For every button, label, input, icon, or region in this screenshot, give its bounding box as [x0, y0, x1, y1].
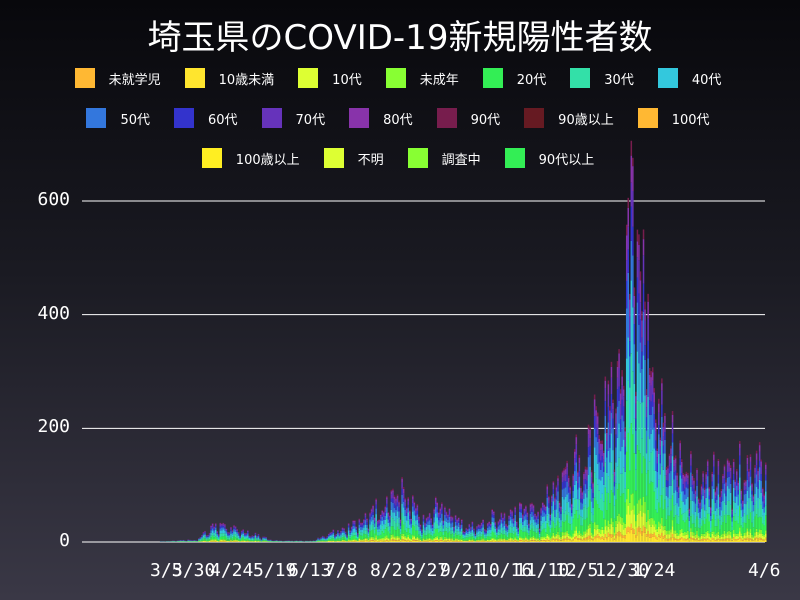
- legend-swatch-icon: [201, 148, 222, 168]
- legend-swatch-icon: [385, 68, 406, 88]
- y-tick-label: 400: [37, 302, 70, 324]
- x-tick-label: 9/21: [440, 560, 484, 581]
- legend-row: 未就学児 10歳未満 10代 未成年 20代 30代 40代: [0, 68, 800, 88]
- legend-swatch-icon: [436, 108, 457, 128]
- x-tick-label: 6/13: [288, 560, 332, 581]
- legend-swatch-icon: [349, 108, 370, 128]
- legend-label: 100代: [671, 112, 710, 128]
- legend-label: 50代: [120, 112, 150, 128]
- legend-item[interactable]: 90代: [436, 108, 501, 128]
- x-tick-label: 7/8: [325, 560, 358, 581]
- legend-swatch-icon: [524, 108, 545, 128]
- legend-item[interactable]: 30代: [570, 68, 634, 88]
- legend-label: 60代: [207, 112, 238, 128]
- legend-swatch-icon: [323, 148, 344, 168]
- legend-label: 100歳以上: [235, 152, 300, 168]
- legend-item[interactable]: 40代: [657, 68, 722, 88]
- legend-label: 10代: [332, 72, 362, 88]
- legend-swatch-icon: [74, 68, 95, 88]
- x-tick-label: 4/6: [748, 560, 781, 581]
- legend-item[interactable]: 10歳未満: [184, 68, 275, 88]
- legend-row: 100歳以上 不明 調査中 90代以上: [0, 148, 800, 168]
- x-tick-label: 8/27: [405, 560, 449, 581]
- legend-row: 50代 60代 70代 80代 90代 90歳以上 100代: [0, 108, 800, 128]
- y-tick-label: 0: [59, 530, 70, 551]
- legend-item[interactable]: 70代: [261, 108, 326, 128]
- legend-swatch-icon: [504, 148, 525, 168]
- legend-swatch-icon: [637, 108, 658, 128]
- legend-label: 未就学児: [108, 72, 161, 88]
- legend-label: 30代: [604, 72, 634, 88]
- x-tick-label: 5/19: [253, 560, 297, 581]
- x-tick-label: 3/30: [172, 560, 216, 581]
- legend-swatch-icon: [184, 68, 205, 88]
- legend-label: 20代: [516, 72, 547, 88]
- legend-item[interactable]: 90代以上: [504, 148, 595, 168]
- legend-item[interactable]: 100代: [637, 108, 710, 128]
- x-tick-label: 12/30: [595, 560, 650, 581]
- x-tick-label: 3/5: [150, 560, 183, 581]
- legend-item[interactable]: 未就学児: [74, 68, 161, 88]
- legend-item[interactable]: 不明: [323, 148, 384, 168]
- y-tick-label: 200: [37, 416, 70, 438]
- x-tick-label: 10/16: [478, 560, 533, 581]
- legend-swatch-icon: [482, 68, 503, 88]
- legend-label: 90代: [470, 112, 501, 128]
- legend-label: 10歳未満: [218, 72, 275, 88]
- legend-item[interactable]: 20代: [482, 68, 547, 88]
- legend-swatch-icon: [298, 68, 319, 88]
- x-tick-label: 11/10: [515, 560, 570, 581]
- legend-label: 未成年: [419, 72, 459, 88]
- legend-item[interactable]: 50代: [86, 108, 150, 128]
- x-tick-label: 4/24: [210, 560, 254, 581]
- legend-swatch-icon: [173, 108, 194, 128]
- x-tick-label: 8/2: [370, 560, 403, 581]
- x-tick-label: 1/24: [632, 560, 676, 581]
- x-tick-label: 12/5: [555, 560, 599, 581]
- legend-label: 不明: [357, 152, 384, 168]
- legend-swatch-icon: [86, 108, 107, 128]
- legend-item[interactable]: 未成年: [385, 68, 459, 88]
- legend-label: 調査中: [441, 152, 481, 168]
- legend-label: 90代以上: [538, 152, 595, 168]
- legend-item[interactable]: 100歳以上: [201, 148, 300, 168]
- legend-item[interactable]: 80代: [349, 108, 413, 128]
- legend-label: 90歳以上: [558, 112, 614, 128]
- chart-title: 埼玉県のCOVID-19新規陽性者数: [147, 18, 653, 58]
- legend-label: 80代: [383, 112, 413, 128]
- y-tick-label: 600: [37, 189, 70, 210]
- legend-item[interactable]: 90歳以上: [524, 108, 614, 128]
- legend-label: 40代: [691, 72, 722, 88]
- legend-swatch-icon: [407, 148, 428, 168]
- legend-swatch-icon: [261, 108, 282, 128]
- legend-item[interactable]: 10代: [298, 68, 362, 88]
- legend-label: 70代: [295, 112, 326, 128]
- legend-item[interactable]: 60代: [173, 108, 238, 128]
- legend-swatch-icon: [570, 68, 591, 88]
- legend-item[interactable]: 調査中: [407, 148, 481, 168]
- legend-swatch-icon: [657, 68, 678, 88]
